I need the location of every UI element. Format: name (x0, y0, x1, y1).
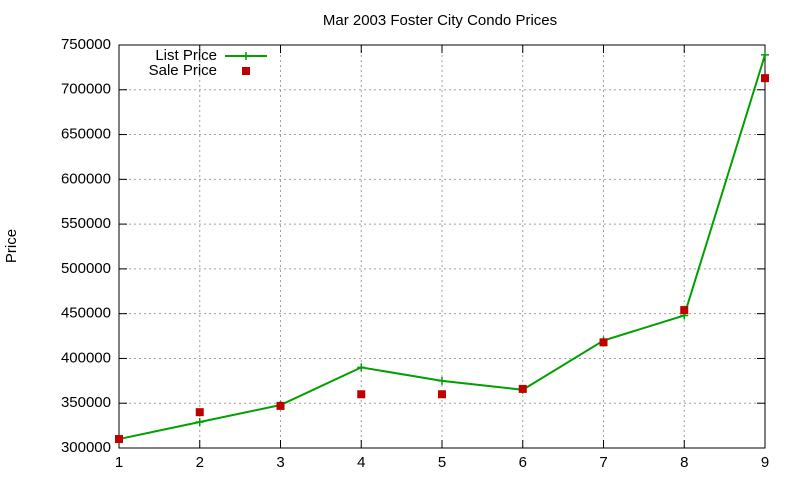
y-tick-label: 700000 (61, 81, 111, 98)
chart-title: Mar 2003 Foster City Condo Prices (323, 12, 557, 29)
y-tick-label: 750000 (61, 36, 111, 53)
y-tick-label: 450000 (61, 305, 111, 322)
x-tick-label: 7 (599, 454, 607, 471)
data-point (357, 363, 366, 372)
y-tick-label: 500000 (61, 260, 111, 277)
data-point (518, 384, 527, 393)
data-point (761, 74, 769, 83)
y-tick-label: 550000 (61, 215, 111, 232)
x-tick-label: 6 (519, 454, 527, 471)
x-tick-label: 9 (761, 454, 769, 471)
data-point (276, 401, 285, 410)
legend-marker (242, 67, 250, 75)
y-tick-label: 600000 (61, 170, 111, 187)
x-tick-label: 2 (196, 454, 204, 471)
data-point (680, 306, 689, 315)
data-point (195, 418, 204, 427)
x-tick-label: 3 (276, 454, 284, 471)
data-point (438, 390, 446, 399)
y-tick-label: 300000 (61, 439, 111, 456)
y-tick-label: 400000 (61, 349, 111, 366)
y-tick-label: 650000 (61, 126, 111, 143)
x-tick-label: 4 (357, 454, 365, 471)
data-point (115, 435, 123, 444)
data-point (599, 338, 608, 347)
legend-marker (242, 52, 250, 60)
x-tick-label: 8 (680, 454, 688, 471)
legend-label: List Price (155, 47, 217, 64)
data-point (357, 390, 366, 399)
data-point (761, 50, 769, 59)
y-tick-label: 350000 (61, 394, 111, 411)
y-axis-label: Price (3, 229, 20, 263)
x-tick-label: 1 (115, 454, 123, 471)
plot-border (118, 44, 766, 449)
data-point (438, 376, 446, 385)
legend-label: Sale Price (149, 62, 217, 79)
data-point (195, 408, 204, 417)
x-tick-label: 5 (438, 454, 446, 471)
